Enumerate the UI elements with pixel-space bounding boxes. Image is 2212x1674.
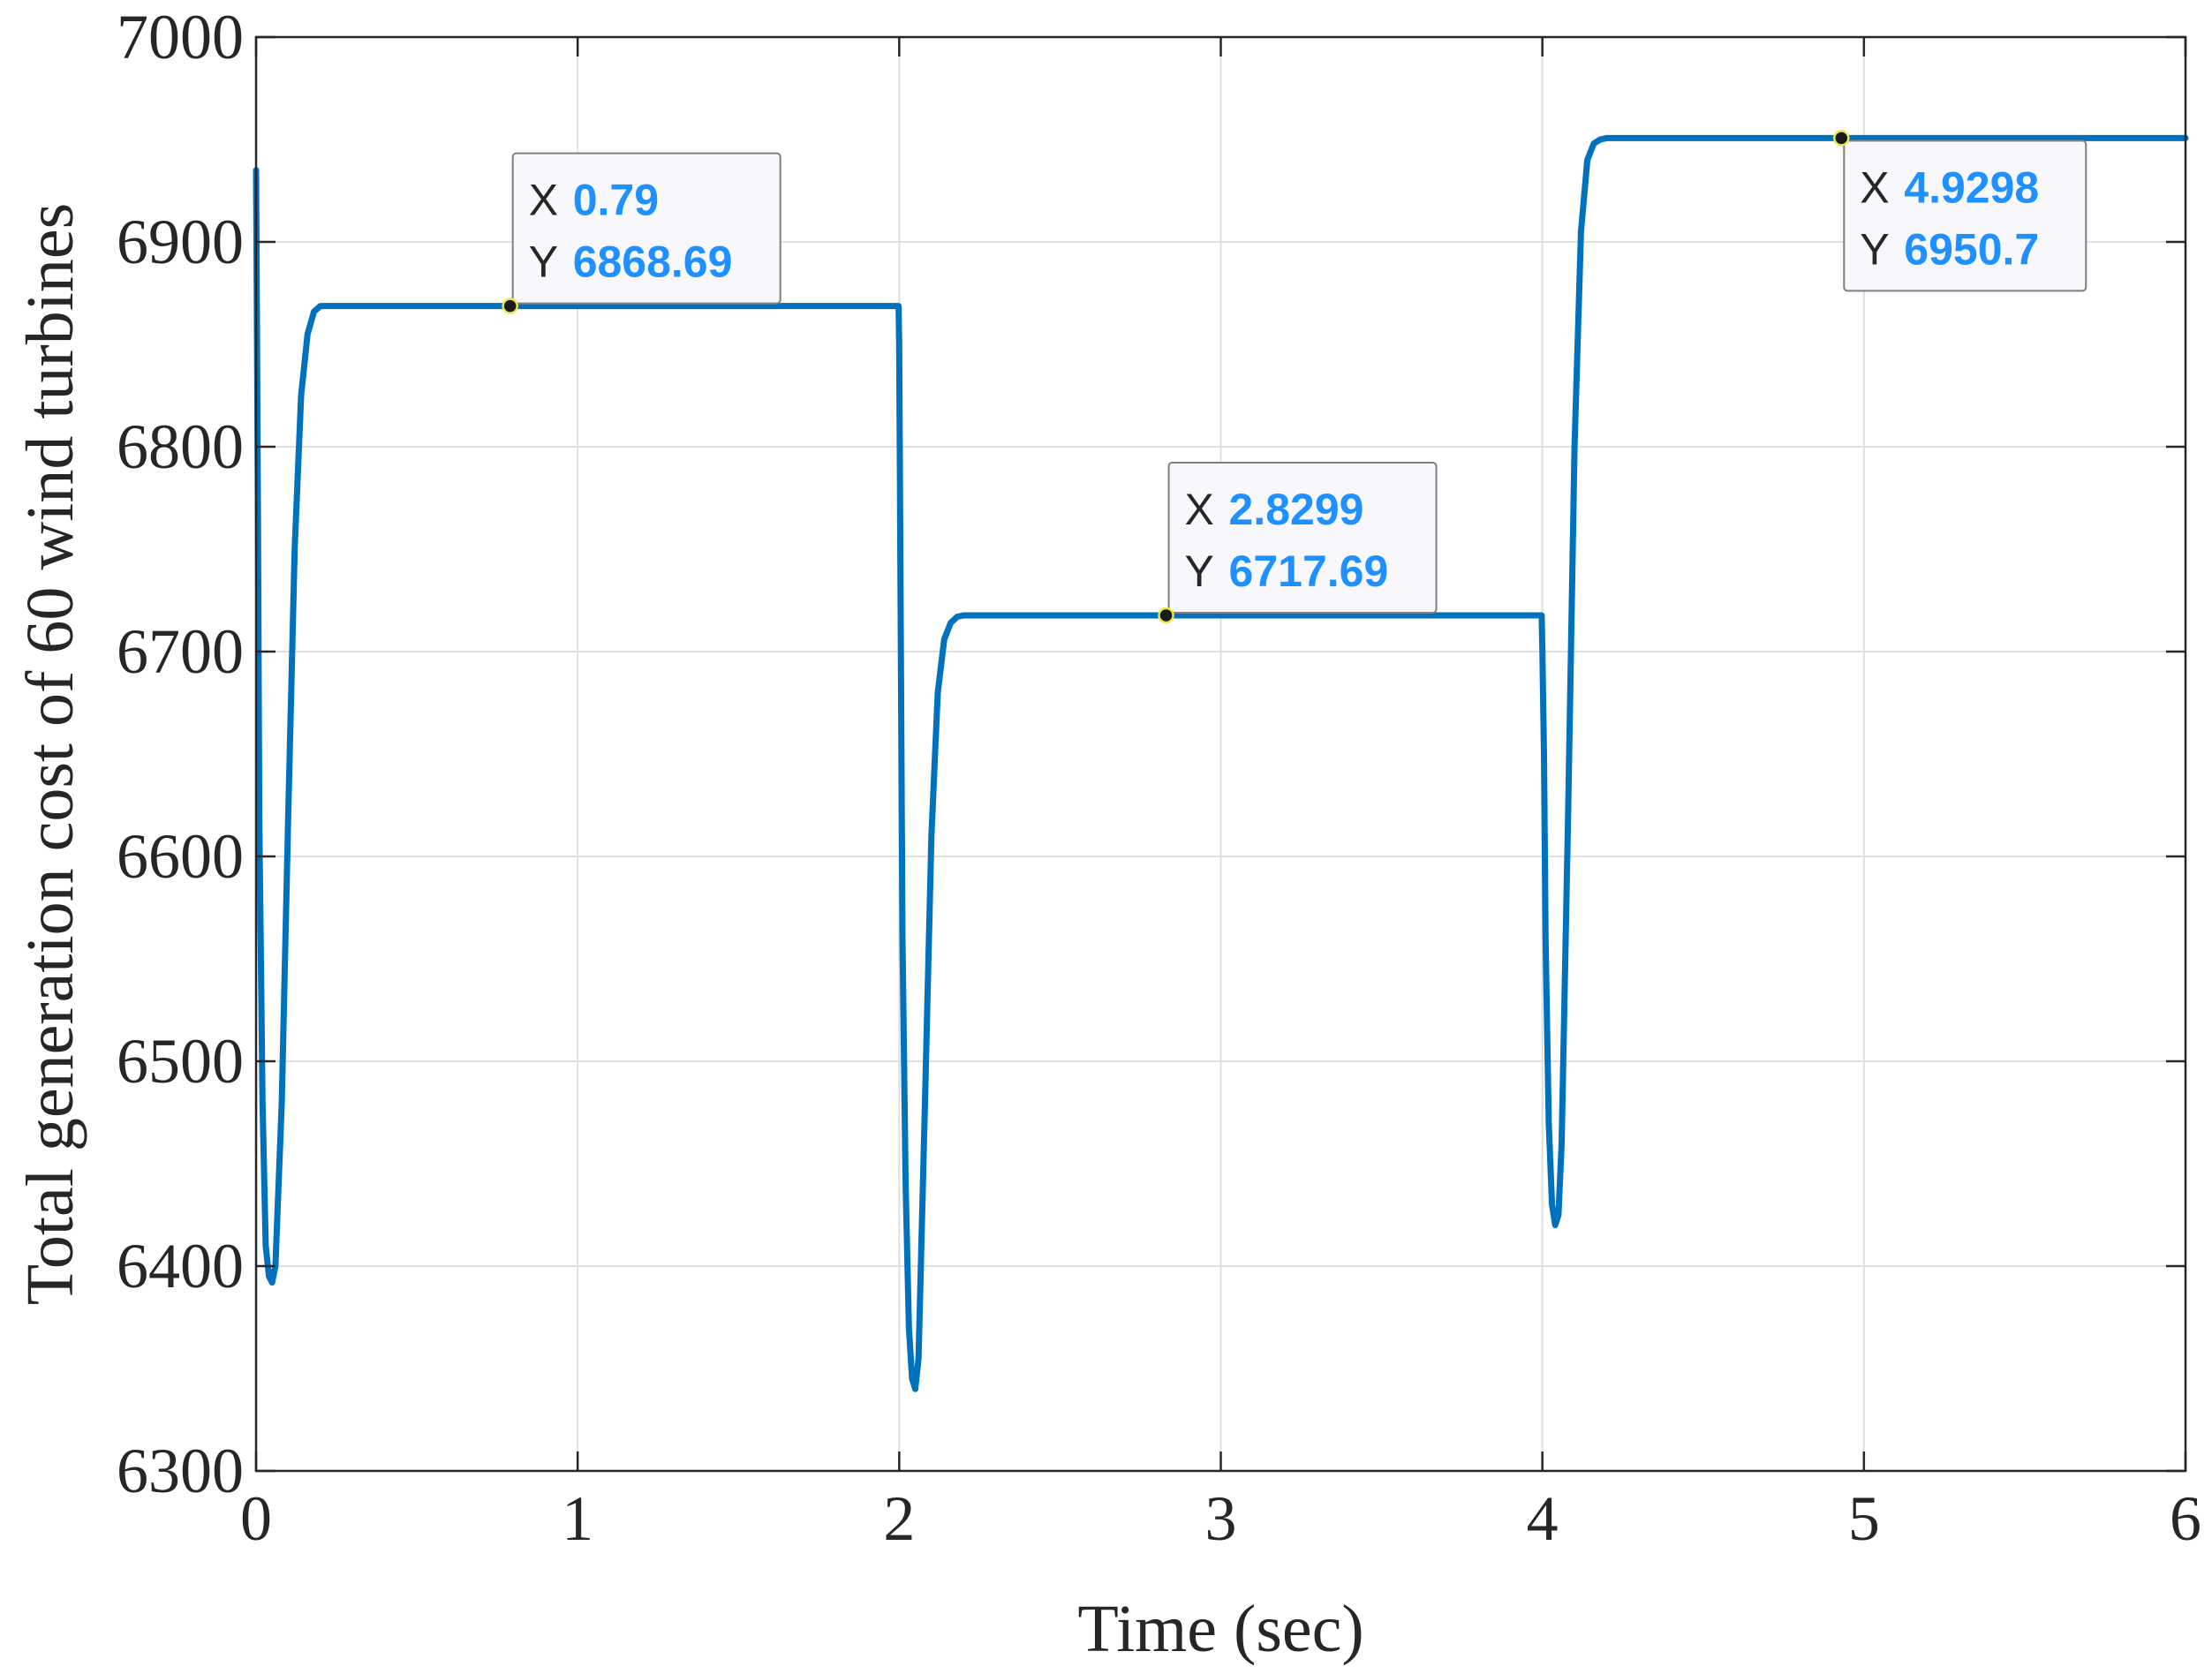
y-tick-label: 6300 — [117, 1436, 244, 1506]
x-tick-label: 4 — [1527, 1483, 1559, 1554]
datatip-y-letter: Y — [1185, 547, 1214, 596]
datatip[interactable]: X 2.8299 Y 6717.69 — [1158, 461, 1438, 624]
x-tick-label: 3 — [1205, 1483, 1237, 1554]
y-tick-label: 6800 — [117, 411, 244, 482]
datatip[interactable]: X 4.9298 Y 6950.7 — [1833, 130, 2087, 292]
y-tick-label: 6500 — [117, 1026, 244, 1097]
datatip-marker[interactable] — [1833, 130, 1850, 147]
datatip-x-value: 2.8299 — [1229, 485, 1364, 534]
y-tick-label: 6400 — [117, 1231, 244, 1301]
datatip-box — [511, 152, 781, 305]
x-tick-label: 0 — [240, 1483, 272, 1554]
datatip-x-value: 4.9298 — [1904, 162, 2039, 212]
datatip-x-letter: X — [529, 176, 558, 225]
axis-ticks: 0 1 2 3 4 5 6 6300 6400 6500 6600 6700 6800 6900 7000 — [117, 2, 2201, 1554]
datatip[interactable]: X 0.79 Y 6868.69 — [502, 152, 781, 314]
datatip-box — [1167, 461, 1438, 614]
x-tick-label: 2 — [883, 1483, 915, 1554]
y-tick-label: 7000 — [117, 2, 244, 72]
datatip-y-letter: Y — [529, 238, 558, 287]
y-tick-label: 6700 — [117, 616, 244, 687]
series-layer — [253, 134, 2189, 1392]
datatip-y-value: 6868.69 — [573, 238, 733, 287]
datatip-marker[interactable] — [1158, 607, 1174, 624]
datatip-box — [1843, 140, 2087, 292]
datatip-y-letter: Y — [1860, 224, 1889, 274]
x-tick-label: 1 — [562, 1483, 593, 1554]
x-tick-label: 6 — [2170, 1483, 2201, 1554]
datatip-x-letter: X — [1860, 162, 1889, 212]
datatips-layer[interactable]: X 0.79 Y 6868.69 X 2.8299 Y 6717.69 X 4.9298 Y 6950… — [502, 130, 2087, 624]
y-axis-title: Total generation cost of 60 wind turbine… — [13, 203, 87, 1305]
datatip-marker[interactable] — [502, 298, 518, 314]
datatip-x-value: 0.79 — [573, 176, 659, 225]
datatip-y-value: 6717.69 — [1229, 547, 1389, 596]
datatip-y-value: 6950.7 — [1904, 224, 2039, 274]
x-axis-title: Time (sec) — [1077, 1592, 1363, 1666]
x-tick-label: 5 — [1848, 1483, 1880, 1554]
datatip-x-letter: X — [1185, 485, 1214, 534]
y-tick-label: 6600 — [117, 821, 244, 892]
series-line — [253, 134, 2189, 1392]
y-tick-label: 6900 — [117, 207, 244, 277]
